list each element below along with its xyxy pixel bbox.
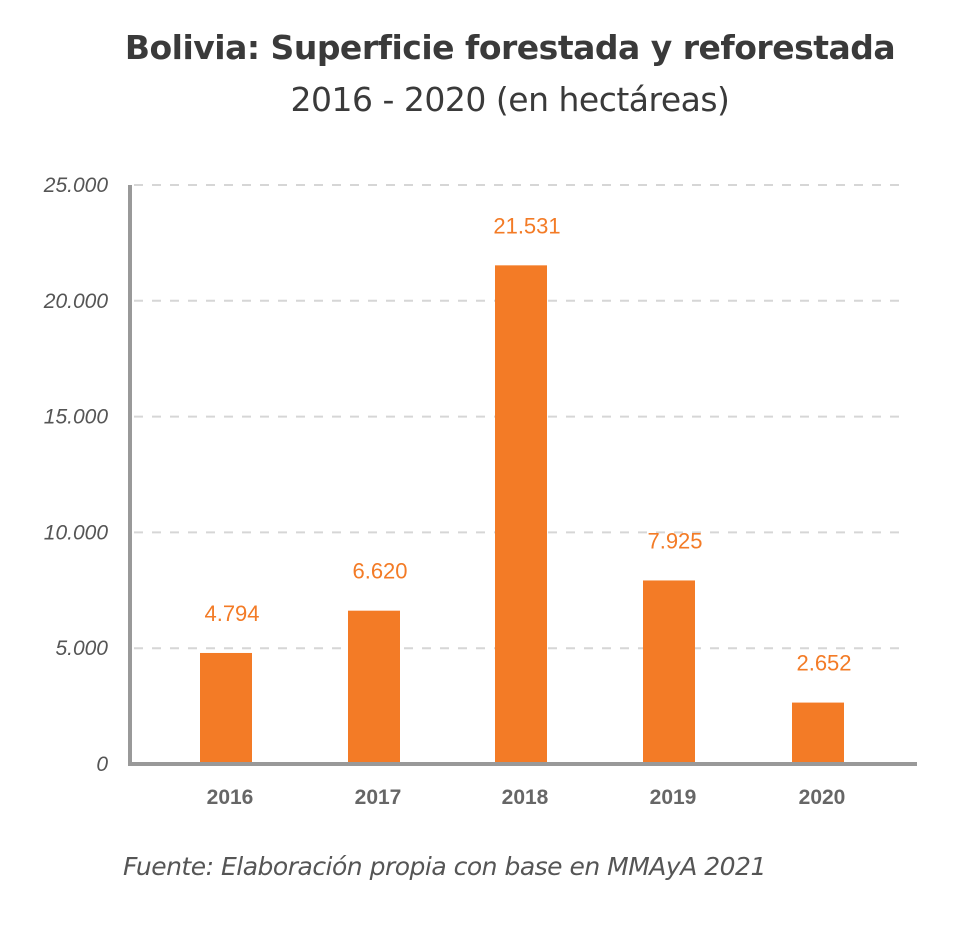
bar-2020 bbox=[792, 702, 844, 764]
x-tick-label: 2017 bbox=[355, 786, 402, 809]
bar-2019 bbox=[643, 580, 695, 764]
chart-source: Fuente: Elaboración propia con base en M… bbox=[123, 852, 766, 881]
x-tick-label: 2018 bbox=[502, 786, 549, 809]
chart-title: Bolivia: Superficie forestada y reforest… bbox=[124, 28, 896, 67]
x-tick-label: 2020 bbox=[799, 786, 846, 809]
y-tick-label: 0 bbox=[96, 753, 108, 776]
y-tick-label: 15.000 bbox=[44, 406, 109, 429]
data-label: 21.531 bbox=[493, 213, 560, 238]
bar-2016 bbox=[200, 652, 252, 764]
x-tick-label: 2016 bbox=[207, 786, 254, 809]
data-label: 2.652 bbox=[796, 651, 851, 676]
data-label: 4.794 bbox=[204, 601, 259, 626]
bar-2017 bbox=[348, 610, 400, 764]
x-tick-label: 2019 bbox=[650, 786, 697, 809]
bar-2018 bbox=[495, 265, 547, 764]
y-tick-label: 20.000 bbox=[43, 290, 109, 313]
data-label: 6.620 bbox=[352, 559, 407, 584]
data-label: 7.925 bbox=[647, 528, 702, 553]
y-tick-label: 25.000 bbox=[43, 174, 109, 197]
chart-subtitle: 2016 - 2020 (en hectáreas) bbox=[290, 80, 730, 119]
y-tick-label: 10.000 bbox=[44, 521, 109, 544]
y-tick-label: 5.000 bbox=[55, 637, 108, 660]
